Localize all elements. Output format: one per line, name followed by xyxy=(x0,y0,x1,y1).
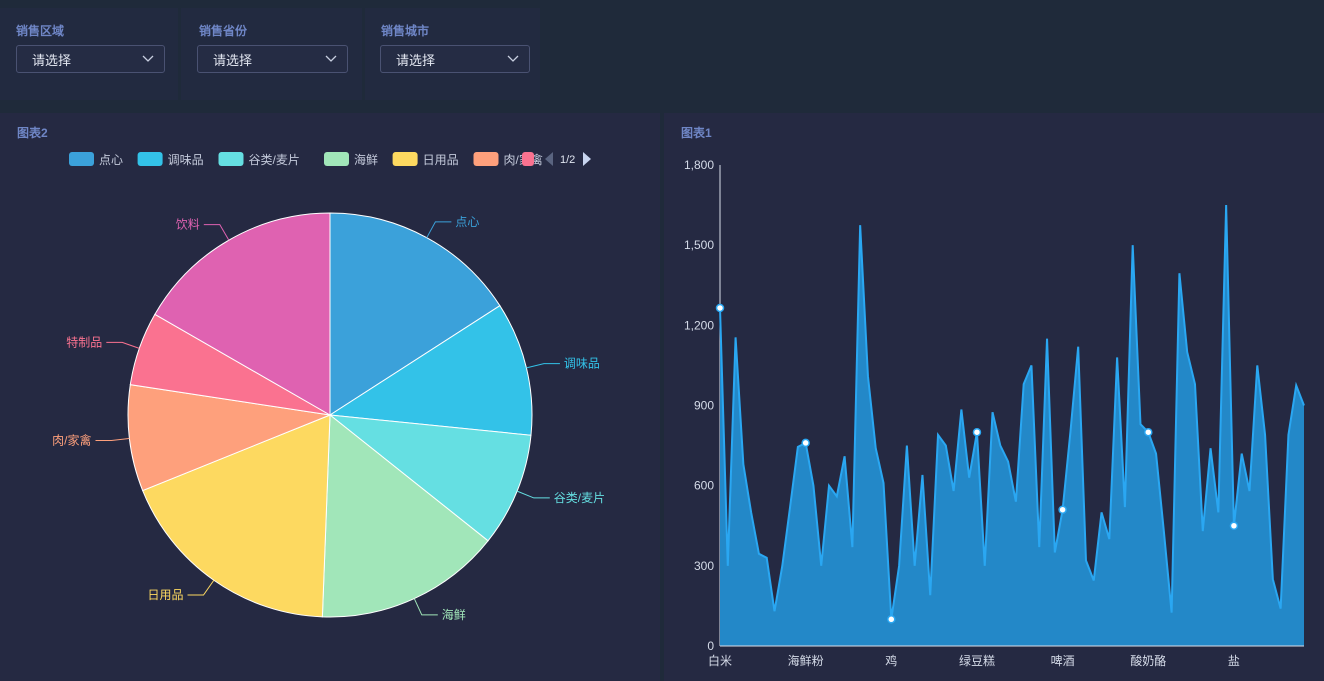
legend-item[interactable]: 海鲜 xyxy=(354,152,378,167)
pie-slice[interactable] xyxy=(328,414,532,542)
legend-swatch[interactable] xyxy=(69,152,94,166)
filter-card-province: 销售省份 请选择 xyxy=(181,8,362,100)
legend-swatch[interactable] xyxy=(324,152,349,166)
pie-slice[interactable] xyxy=(329,212,501,416)
pie-chart: 点心调味品谷类/麦片海鲜日用品肉/家禽特制品饮料点心调味品谷类/麦片海鲜日用品肉… xyxy=(52,152,605,622)
city-select[interactable]: 请选择 xyxy=(380,45,530,73)
province-select-value: 请选择 xyxy=(213,52,253,68)
chevron-down-icon xyxy=(325,55,337,62)
pie-chart-title: 图表2 xyxy=(17,126,48,140)
area-line xyxy=(719,205,1305,620)
data-point-marker[interactable] xyxy=(887,615,896,624)
pie-slice-label: 海鲜 xyxy=(442,607,466,622)
pie-label-line xyxy=(187,579,215,596)
pie-slice-label: 调味品 xyxy=(564,357,600,371)
legend-next-icon[interactable] xyxy=(583,152,591,166)
legend-page-indicator: 1/2 xyxy=(560,154,575,166)
pie-label-line xyxy=(426,221,452,238)
filter-card-city: 销售城市 请选择 xyxy=(365,8,540,100)
pie-slice-label: 饮料 xyxy=(176,218,200,232)
y-tick-label: 1,800 xyxy=(684,158,714,172)
pie-label-line xyxy=(526,363,560,369)
legend-prev-icon[interactable] xyxy=(545,152,553,166)
pie-label-line xyxy=(413,598,438,616)
filter-label-city: 销售城市 xyxy=(381,24,430,38)
legend-item[interactable]: 调味品 xyxy=(168,153,204,167)
data-point-marker[interactable] xyxy=(1058,505,1067,514)
pie-slice[interactable] xyxy=(321,413,489,618)
data-point-marker[interactable] xyxy=(972,427,982,437)
y-tick-label: 600 xyxy=(694,479,714,493)
city-select-value: 请选择 xyxy=(396,52,436,68)
pie-slice-label: 肉/家禽 xyxy=(52,433,91,448)
pie-label-line xyxy=(203,224,230,241)
pie-slice[interactable] xyxy=(328,305,533,436)
legend-swatch[interactable] xyxy=(137,152,163,166)
y-tick-label: 900 xyxy=(694,399,714,413)
legend-item[interactable]: 日用品 xyxy=(423,153,459,167)
pie-label-line xyxy=(95,437,130,442)
area-chart-title: 图表1 xyxy=(681,126,712,140)
area-fill xyxy=(720,205,1304,646)
pie-label-line xyxy=(106,341,140,349)
legend-item[interactable]: 谷类/麦片 xyxy=(249,153,300,167)
area-chart: 0 300 600 900 1,200 1,500 1,800 白米 海鲜粉 鸡 绿豆糕 啤酒 酸奶酪 盐 xyxy=(684,158,1305,668)
y-tick-label: 0 xyxy=(707,639,714,653)
legend-swatch[interactable] xyxy=(392,152,418,166)
x-tick-label: 酸奶酪 xyxy=(1130,653,1166,668)
x-tick-label: 鸡 xyxy=(885,653,897,668)
region-select[interactable]: 请选择 xyxy=(16,45,165,73)
chevron-down-icon xyxy=(507,55,519,62)
pie-slice-label: 日用品 xyxy=(147,588,183,602)
area-chart-panel: 图表1 0 300 600 900 1,200 1,500 1,800 白米 海鲜粉 鸡 绿豆糕 啤酒… xyxy=(664,113,1324,681)
filter-label-province: 销售省份 xyxy=(199,24,248,38)
legend-swatch[interactable] xyxy=(218,152,244,166)
pie-slice-label: 谷类/麦片 xyxy=(554,491,605,505)
pie-slice-label: 特制品 xyxy=(66,334,102,349)
pie-slice-label: 点心 xyxy=(455,215,479,229)
province-select[interactable]: 请选择 xyxy=(197,45,348,73)
pie-slice[interactable] xyxy=(142,414,331,618)
data-point-marker[interactable] xyxy=(801,438,810,448)
data-point-marker[interactable] xyxy=(1229,521,1239,530)
region-select-value: 请选择 xyxy=(32,52,72,68)
y-tick-label: 1,500 xyxy=(684,238,714,252)
x-tick-label: 白米 xyxy=(708,653,732,668)
x-tick-label: 盐 xyxy=(1228,654,1240,668)
filter-card-region: 销售区域 请选择 xyxy=(0,8,178,100)
legend-swatch[interactable] xyxy=(522,152,534,166)
pie-label-line xyxy=(516,490,550,499)
pie-slice[interactable] xyxy=(154,212,331,416)
x-tick-label: 绿豆糕 xyxy=(959,653,995,668)
x-tick-label: 啤酒 xyxy=(1051,653,1075,668)
legend-item[interactable]: 点心 xyxy=(99,153,123,167)
filter-label-region: 销售区域 xyxy=(16,24,65,38)
chevron-down-icon xyxy=(142,55,154,62)
y-tick-label: 300 xyxy=(694,559,714,573)
data-point-marker[interactable] xyxy=(1144,427,1153,437)
legend-swatch[interactable] xyxy=(473,152,499,166)
data-point-marker[interactable] xyxy=(715,303,725,313)
pie-chart-panel: 图表2 点心 调味品 谷类/麦片 海鲜 日用品 肉/家禽 特制品 饮料 点心 调味品 谷类/麦片 海鲜… xyxy=(0,113,660,681)
x-tick-label: 海鲜粉 xyxy=(788,653,824,668)
y-tick-label: 1,200 xyxy=(684,318,714,332)
